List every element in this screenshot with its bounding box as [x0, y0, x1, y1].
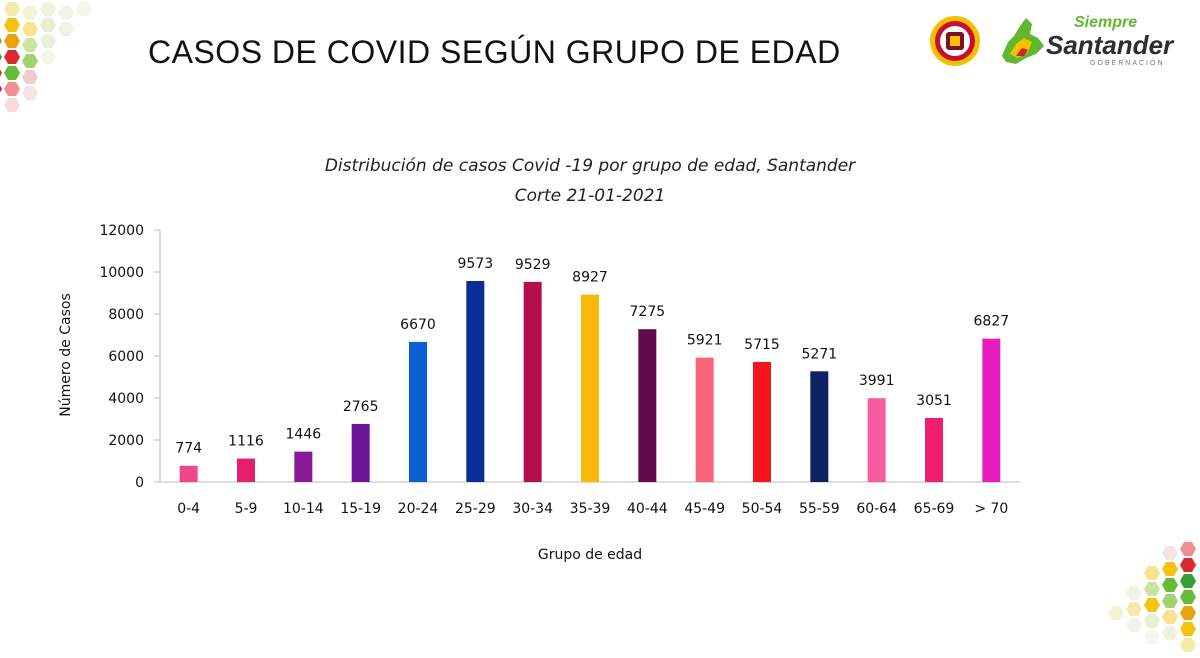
data-label: 5271 — [802, 346, 838, 362]
data-label: 774 — [175, 441, 202, 457]
bar — [753, 361, 771, 482]
x-tick-label: 40-44 — [627, 501, 668, 517]
data-label: 9529 — [515, 257, 551, 273]
x-tick-label: 45-49 — [684, 501, 725, 517]
bar — [810, 371, 829, 482]
brand-siempre-text: Siempre — [1074, 14, 1138, 31]
x-tick-label: 55-59 — [799, 501, 840, 517]
hexagon-pattern-top-left — [0, 2, 92, 112]
data-label: 7275 — [630, 304, 666, 320]
x-tick-label: 30-34 — [512, 501, 553, 517]
x-tick-label: 35-39 — [570, 501, 611, 517]
brand-logo: Siempre Santander GOBERNACIÓN — [994, 12, 1180, 72]
x-axis-title: Grupo de edad — [538, 547, 642, 563]
hexagon-pattern-bottom-right — [1108, 542, 1196, 652]
bar — [409, 341, 427, 482]
bar — [294, 451, 313, 482]
brand-gobernacion-text: GOBERNACIÓN — [1090, 60, 1165, 67]
data-label: 9573 — [458, 256, 494, 272]
bar — [351, 423, 370, 482]
bar — [179, 465, 198, 482]
y-tick-label: 0 — [135, 475, 144, 491]
chart-subtitle: Corte 21-01-2021 — [515, 186, 666, 206]
data-label: 3991 — [859, 373, 895, 389]
y-tick-label: 4000 — [108, 391, 144, 407]
data-label: 3051 — [916, 393, 952, 409]
bar — [925, 417, 943, 482]
bar — [638, 329, 657, 482]
bar — [867, 398, 886, 482]
x-tick-label: 5-9 — [235, 501, 258, 517]
x-tick-label: 20-24 — [398, 501, 439, 517]
y-tick-label: 8000 — [108, 307, 144, 323]
y-tick-label: 12000 — [99, 223, 144, 239]
bar — [466, 280, 485, 482]
y-axis-title: Número de Casos — [58, 293, 74, 417]
bar — [695, 357, 714, 482]
x-tick-label: 50-54 — [742, 501, 783, 517]
data-label: 5921 — [687, 333, 723, 349]
y-tick-label: 10000 — [99, 265, 144, 281]
x-tick-label: 15-19 — [340, 501, 381, 517]
page-title: CASOS DE COVID SEGÚN GRUPO DE EDAD — [148, 34, 841, 70]
chart-title: Distribución de casos Covid -19 por grup… — [325, 156, 856, 176]
data-label: 2765 — [343, 399, 379, 415]
x-tick-label: 10-14 — [283, 501, 324, 517]
x-tick-label: 0-4 — [177, 501, 200, 517]
y-tick-label: 6000 — [108, 349, 144, 365]
brand-santander-text: Santander — [1046, 30, 1174, 60]
x-tick-label: 25-29 — [455, 501, 496, 517]
bar — [523, 281, 542, 482]
data-label: 6670 — [400, 317, 436, 333]
santander-map-icon — [1002, 18, 1044, 64]
data-label: 1116 — [228, 434, 264, 450]
data-label: 6827 — [974, 314, 1010, 330]
x-tick-label: 60-64 — [856, 501, 897, 517]
seal-logo — [930, 16, 980, 66]
data-label: 5715 — [744, 337, 780, 353]
bar — [581, 294, 599, 482]
data-label: 1446 — [286, 427, 322, 443]
bar — [982, 338, 1001, 482]
y-tick-label: 2000 — [108, 433, 144, 449]
x-tick-label: 65-69 — [914, 501, 955, 517]
x-tick-label: > 70 — [974, 501, 1008, 517]
data-label: 8927 — [572, 270, 608, 286]
bar — [237, 458, 255, 482]
